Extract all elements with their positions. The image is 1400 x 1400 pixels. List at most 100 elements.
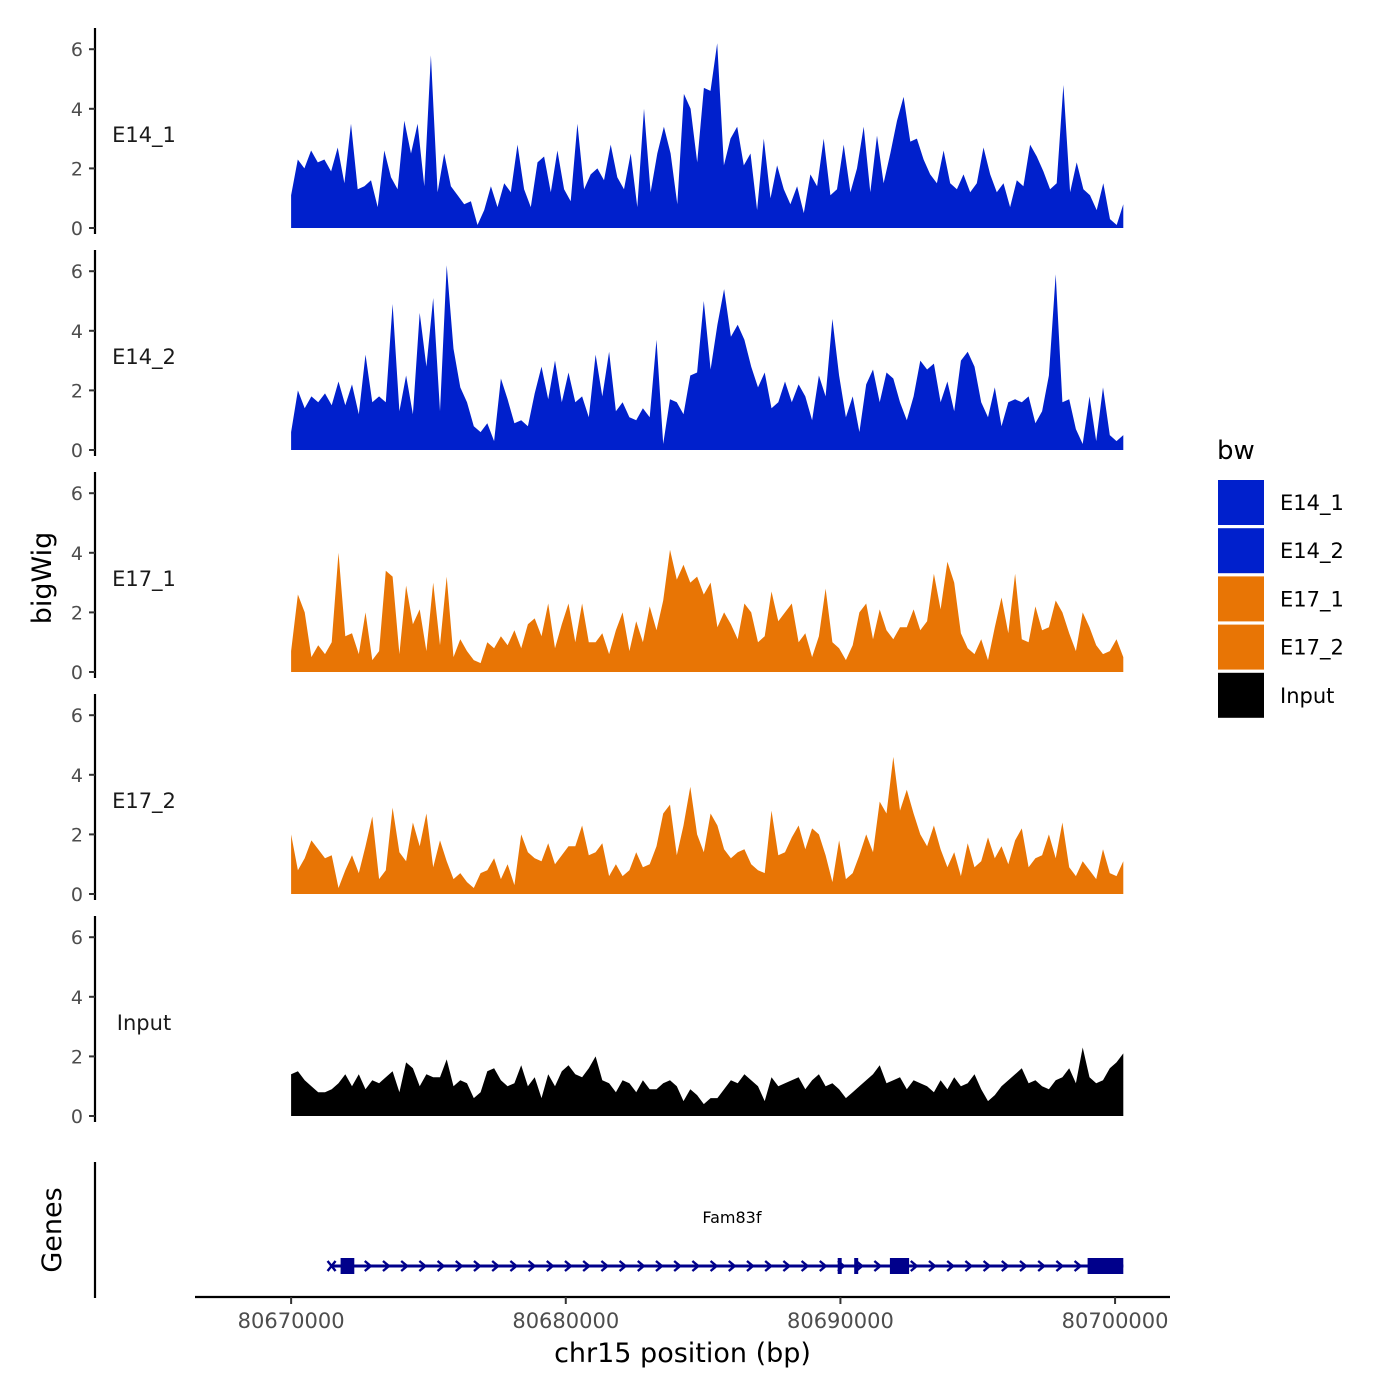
y-tick-label: 0 (71, 884, 83, 906)
strand-chevron (636, 1260, 646, 1272)
exon (837, 1258, 842, 1274)
strand-chevron (418, 1260, 428, 1272)
y-tick-label: 4 (71, 321, 83, 343)
strand-chevron (1073, 1260, 1083, 1272)
legend-label: E14_1 (1280, 491, 1344, 516)
legend-label: E17_1 (1280, 587, 1344, 612)
area-series-Input (291, 1047, 1124, 1116)
strand-chevron (436, 1260, 446, 1272)
track-panel-Input: 0 2 4 6 Input (71, 916, 1124, 1128)
x-axis-ticks: 80670000 80680000 80690000 80700000 (238, 1297, 1169, 1333)
strand-chevron (618, 1260, 628, 1272)
y-tick-label: 4 (71, 765, 83, 787)
exon (1087, 1258, 1124, 1274)
track-panels: 0 2 4 6 E14_1 0 2 4 6 E14_2 0 2 4 6 E17_1 0 2 4 6 E17_2 0 2 4 6… (71, 28, 1124, 1128)
legend-swatch-E14_2 (1218, 528, 1264, 574)
legend-label: E14_2 (1280, 539, 1344, 564)
y-tick-label: 0 (71, 440, 83, 462)
strand-chevron (454, 1260, 464, 1272)
track-label: E14_1 (112, 123, 176, 148)
strand-chevron (545, 1260, 555, 1272)
strand-chevron (582, 1260, 592, 1272)
strand-chevron (873, 1260, 883, 1272)
strand-chevron (727, 1260, 737, 1272)
gene-start-mark (326, 1260, 337, 1272)
y-tick-label: 4 (71, 543, 83, 565)
x-axis: 80670000 80680000 80690000 80700000 chr15 p… (195, 1295, 1170, 1369)
legend: bw E14_1 E14_2 E17_1 E17_2 Input (1217, 436, 1344, 718)
exon (889, 1258, 910, 1274)
y-tick-label: 2 (71, 158, 83, 180)
y-tick-label: 0 (71, 218, 83, 240)
x-tick-label: 80700000 (1062, 1309, 1169, 1333)
strand-chevron (782, 1260, 792, 1272)
y-tick-label: 4 (71, 99, 83, 121)
strand-chevron (746, 1260, 755, 1272)
genes-track: Genes Fam83f (37, 1162, 1124, 1298)
strand-chevron (655, 1260, 664, 1272)
strand-chevron (764, 1260, 774, 1272)
track-panel-E14_1: 0 2 4 6 E14_1 (71, 28, 1124, 240)
strand-chevron (527, 1260, 537, 1272)
y-axis-title: bigWig (27, 532, 58, 625)
y-tick-label: 2 (71, 380, 83, 402)
strand-chevron (564, 1260, 573, 1272)
genes-track-label: Genes (37, 1187, 68, 1272)
strand-chevron (691, 1260, 701, 1272)
x-tick-label: 80680000 (512, 1309, 619, 1333)
track-label: Input (117, 1011, 171, 1035)
legend-swatch-E17_1 (1218, 576, 1264, 622)
strand-chevron (928, 1260, 937, 1272)
track-label: E17_1 (112, 567, 176, 592)
strand-chevron (1019, 1260, 1028, 1272)
x-tick-label: 80670000 (238, 1309, 345, 1333)
y-tick-label: 2 (71, 1046, 83, 1068)
strand-chevron (600, 1260, 610, 1272)
gene-name-label: Fam83f (702, 1208, 761, 1227)
area-series-E17_2 (291, 756, 1124, 894)
y-tick-label: 0 (71, 662, 83, 684)
strand-chevron (1055, 1260, 1065, 1272)
legend-title: bw (1217, 436, 1255, 466)
strand-chevron (800, 1260, 810, 1272)
y-tick-label: 2 (71, 824, 83, 846)
legend-swatch-E14_1 (1218, 480, 1264, 525)
legend-label: Input (1280, 684, 1334, 708)
strand-chevron (818, 1260, 828, 1272)
gene-model (326, 1258, 1124, 1274)
strand-chevron (1037, 1260, 1047, 1272)
y-tick-label: 6 (71, 261, 83, 283)
y-tick-label: 6 (71, 483, 83, 505)
legend-swatch-E17_2 (1218, 624, 1264, 670)
strand-chevron (400, 1260, 410, 1272)
x-axis-title: chr15 position (bp) (554, 1338, 811, 1369)
strand-chevron (473, 1260, 482, 1272)
exon (854, 1258, 859, 1274)
track-panel-E14_2: 0 2 4 6 E14_2 (71, 250, 1124, 462)
y-tick-label: 0 (71, 1106, 83, 1128)
strand-chevron (709, 1260, 719, 1272)
area-series-E17_1 (291, 549, 1124, 672)
track-label: E14_2 (112, 345, 176, 370)
track-panel-E17_1: 0 2 4 6 E17_1 (71, 472, 1124, 684)
y-tick-label: 2 (71, 602, 83, 624)
x-tick-label: 80690000 (787, 1309, 894, 1333)
legend-items: E14_1 E14_2 E17_1 E17_2 Input (1218, 480, 1344, 718)
y-tick-label: 4 (71, 987, 83, 1009)
y-tick-label: 6 (71, 705, 83, 727)
strand-chevron (946, 1260, 956, 1272)
legend-label: E17_2 (1280, 636, 1344, 661)
strand-chevron (509, 1260, 519, 1272)
strand-chevron (382, 1260, 391, 1272)
strand-chevron (1000, 1260, 1010, 1272)
strand-chevron (909, 1260, 919, 1272)
strand-chevron (491, 1260, 501, 1272)
strand-chevron (964, 1260, 974, 1272)
y-tick-label: 6 (71, 927, 83, 949)
strand-chevron (363, 1260, 373, 1272)
strand-chevron (982, 1260, 992, 1272)
area-series-E14_1 (291, 43, 1124, 229)
exon (340, 1258, 355, 1274)
legend-swatch-Input (1218, 672, 1264, 718)
